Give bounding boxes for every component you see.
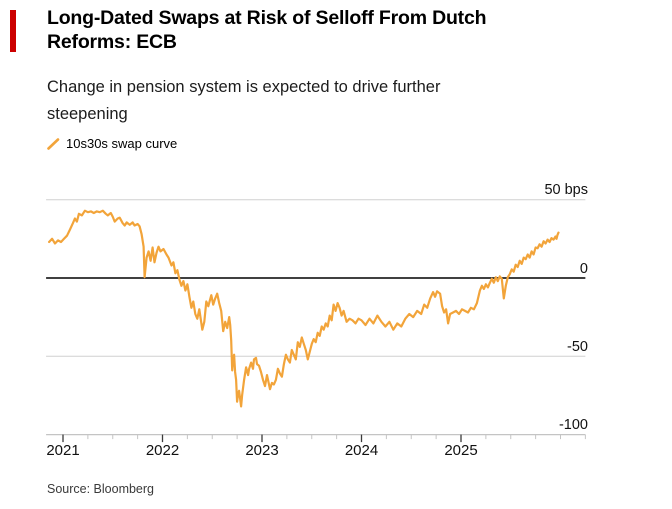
x-axis-label: 2024 (344, 442, 379, 459)
x-axis-label: 2022 (145, 442, 180, 459)
source-attribution: Source: Bloomberg (47, 482, 155, 496)
headline-accent-bar (10, 10, 16, 52)
y-axis-label: 0 (579, 260, 588, 277)
chart-description: Change in pension system is expected to … (47, 78, 441, 123)
x-axis-label: 2023 (245, 442, 279, 459)
swap-curve-series-line (48, 209, 560, 408)
x-axis-label: 2025 (444, 442, 478, 459)
legend: 10s30s swap curve (47, 136, 177, 151)
headline: Long-Dated Swaps at Risk of Selloff From… (47, 7, 487, 53)
y-axis-label: 50 bps (544, 182, 588, 199)
series-line-icon (47, 137, 60, 150)
y-axis-label: -100 (558, 417, 588, 434)
x-axis-label: 2021 (46, 442, 80, 459)
y-axis-label: -50 (567, 338, 588, 355)
legend-label: 10s30s swap curve (66, 136, 178, 151)
